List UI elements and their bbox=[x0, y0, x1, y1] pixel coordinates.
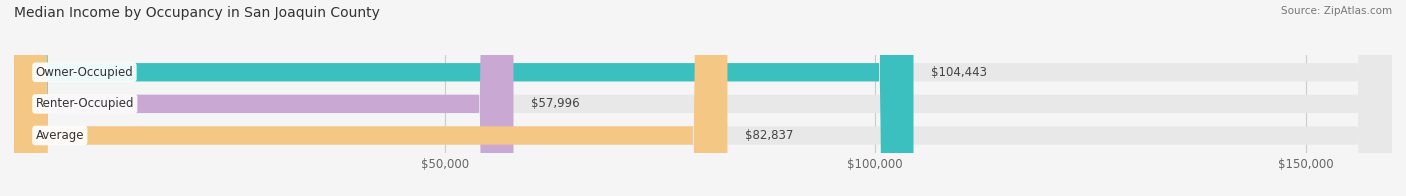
Text: Renter-Occupied: Renter-Occupied bbox=[35, 97, 134, 110]
Text: Owner-Occupied: Owner-Occupied bbox=[35, 66, 134, 79]
FancyBboxPatch shape bbox=[14, 0, 1392, 196]
Text: Source: ZipAtlas.com: Source: ZipAtlas.com bbox=[1281, 6, 1392, 16]
FancyBboxPatch shape bbox=[14, 0, 1392, 196]
FancyBboxPatch shape bbox=[14, 0, 1392, 196]
Text: $104,443: $104,443 bbox=[931, 66, 987, 79]
Text: Median Income by Occupancy in San Joaquin County: Median Income by Occupancy in San Joaqui… bbox=[14, 6, 380, 20]
FancyBboxPatch shape bbox=[14, 0, 513, 196]
FancyBboxPatch shape bbox=[14, 0, 914, 196]
Text: $82,837: $82,837 bbox=[745, 129, 793, 142]
Text: $57,996: $57,996 bbox=[530, 97, 579, 110]
FancyBboxPatch shape bbox=[14, 0, 727, 196]
Text: Average: Average bbox=[35, 129, 84, 142]
